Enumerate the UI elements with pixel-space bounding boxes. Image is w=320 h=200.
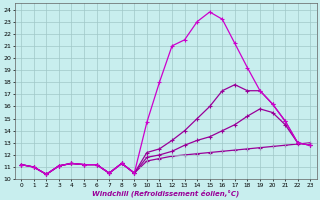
- X-axis label: Windchill (Refroidissement éolien,°C): Windchill (Refroidissement éolien,°C): [92, 189, 239, 197]
